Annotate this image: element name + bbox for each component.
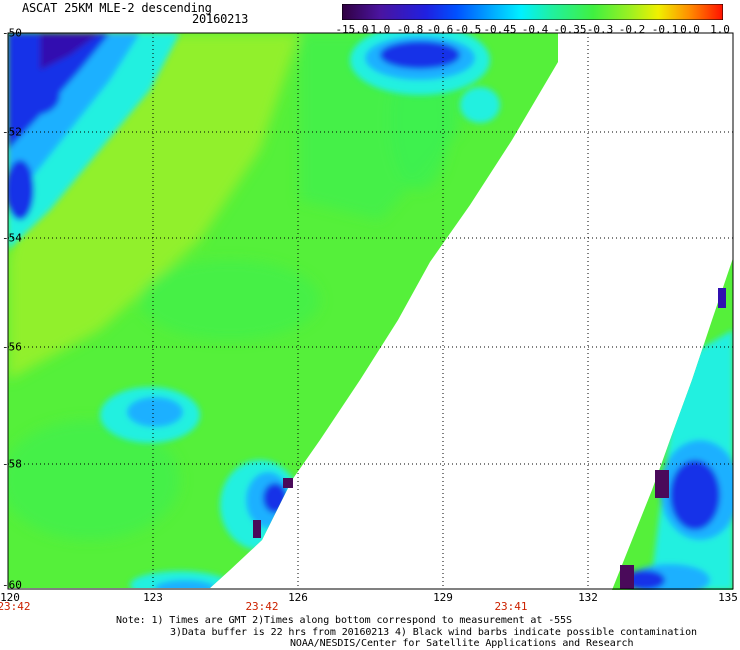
colorbar (342, 4, 723, 20)
time-label: 23:42 (0, 600, 31, 613)
credit-line: NOAA/NESDIS/Center for Satellite Applica… (290, 638, 634, 649)
time-label: 23:41 (494, 600, 528, 613)
latitude-label: -56 (2, 340, 22, 354)
latitude-label: -54 (2, 231, 22, 245)
product-date: 20160213 (192, 12, 249, 26)
wind-map (7, 32, 734, 590)
time-label: 23:42 (245, 600, 279, 613)
note-line: Note: 1) Times are GMT 2)Times along bot… (116, 615, 572, 626)
latitude-label: -60 (2, 578, 22, 592)
left-swath (8, 33, 558, 588)
longitude-label: 129 (433, 591, 453, 604)
contamination-pixels (253, 520, 261, 538)
latitude-label: -52 (2, 125, 22, 139)
contamination-pixels (718, 288, 726, 308)
latitude-label: -50 (2, 26, 22, 40)
longitude-label: 120 (0, 591, 20, 604)
longitude-label: 123 (143, 591, 163, 604)
contamination-pixels (620, 565, 634, 589)
graticule (8, 33, 733, 589)
contamination-pixels (283, 478, 293, 488)
longitude-label: 135 (718, 591, 738, 604)
longitude-label: 126 (288, 591, 308, 604)
latitude-label: -58 (2, 457, 22, 471)
contamination-pixels (655, 470, 669, 498)
note-line: 3)Data buffer is 22 hrs from 20160213 4)… (170, 627, 697, 638)
longitude-label: 132 (578, 591, 598, 604)
map-frame (7, 32, 734, 590)
product-title: ASCAT 25KM MLE-2 descending (22, 1, 212, 15)
